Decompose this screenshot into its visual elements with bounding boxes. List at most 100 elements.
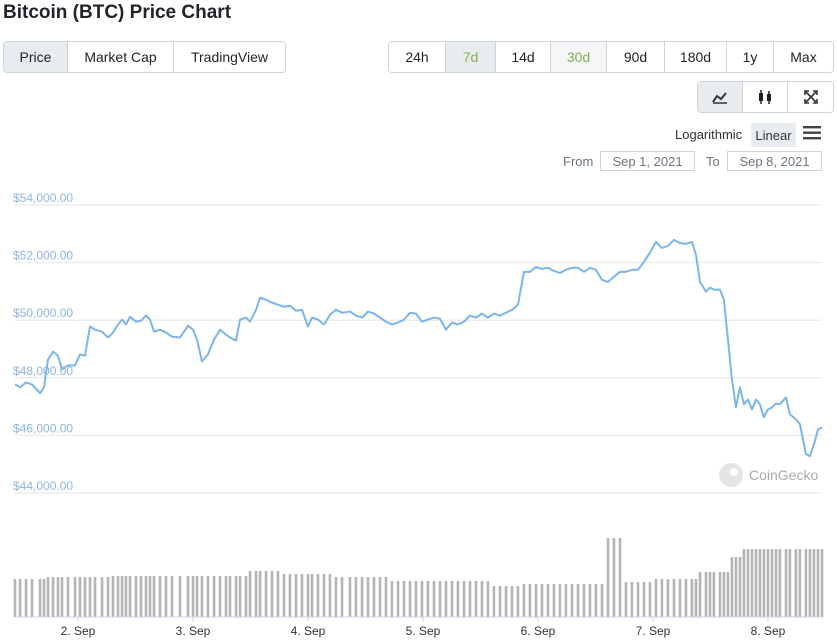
volume-bar xyxy=(124,576,128,617)
volume-bar xyxy=(111,576,115,617)
volume-bar xyxy=(808,549,812,617)
range-button[interactable]: 180d xyxy=(665,42,727,72)
volume-bar xyxy=(178,576,182,617)
volume-bar xyxy=(528,584,532,617)
volume-bar xyxy=(712,572,716,617)
volume-bar xyxy=(164,576,168,617)
x-tick-label: 8. Sep xyxy=(751,624,786,638)
volume-bar xyxy=(798,549,802,617)
tab[interactable]: TradingView xyxy=(174,42,285,72)
y-tick-label: $52,000.00 xyxy=(13,249,73,263)
volume-bar xyxy=(666,579,670,617)
x-tick-label: 3. Sep xyxy=(176,624,211,638)
volume-bar xyxy=(170,576,174,617)
volume-bar xyxy=(522,584,526,617)
volume-bar xyxy=(534,584,538,617)
volume-bar xyxy=(366,577,370,617)
volume-bar xyxy=(139,576,143,617)
chart-style-group xyxy=(697,81,834,113)
tab[interactable]: Market Cap xyxy=(68,42,174,72)
volume-bar xyxy=(444,581,448,617)
y-tick-label: $54,000.00 xyxy=(13,191,73,205)
volume-bar xyxy=(56,577,60,617)
x-tick-label: 2. Sep xyxy=(61,624,96,638)
line-icon xyxy=(712,92,727,104)
range-button[interactable]: 30d xyxy=(551,42,607,72)
volume-bar xyxy=(754,549,758,617)
volume-bar xyxy=(722,572,726,617)
candle-icon xyxy=(759,90,771,104)
volume-bar xyxy=(38,579,42,617)
volume-bar xyxy=(694,579,698,617)
volume-bar xyxy=(684,579,688,617)
volume-bar xyxy=(224,576,228,617)
scale-option[interactable]: Logarithmic xyxy=(675,127,743,142)
volume-bar xyxy=(552,584,556,617)
tab[interactable]: Price xyxy=(4,42,68,72)
volume-bar xyxy=(698,572,702,617)
volume-bar xyxy=(212,576,216,617)
volume-bar xyxy=(734,557,738,617)
volume-bar xyxy=(816,549,820,617)
candle-chart-button[interactable] xyxy=(743,82,788,112)
volume-bar xyxy=(73,577,77,617)
volume-bar xyxy=(270,571,274,617)
volume-bar xyxy=(690,579,694,617)
volume-bar xyxy=(78,577,82,617)
line-chart-button[interactable] xyxy=(698,82,743,112)
range-button[interactable]: 90d xyxy=(607,42,665,72)
volume-bar xyxy=(510,586,514,617)
volume-bar xyxy=(66,577,70,617)
range-button[interactable]: 14d xyxy=(496,42,551,72)
volume-bar xyxy=(600,584,604,617)
volume-bar xyxy=(218,576,222,617)
volume-bar xyxy=(742,549,746,617)
volume-bar xyxy=(402,581,406,617)
to-date-input[interactable]: Sep 8, 2021 xyxy=(727,151,822,171)
menu-icon[interactable] xyxy=(803,126,821,140)
volume-bar xyxy=(630,582,634,617)
volume-bar xyxy=(258,571,262,617)
expand-icon xyxy=(803,90,818,104)
volume-bar xyxy=(486,581,490,617)
range-button[interactable]: 1y xyxy=(727,42,774,72)
volume-bar xyxy=(378,577,382,617)
volume-bar xyxy=(30,579,34,617)
volume-bar xyxy=(746,549,750,617)
watermark: CoinGecko xyxy=(719,463,818,487)
volume-bar xyxy=(660,579,664,617)
volume-bar xyxy=(570,584,574,617)
volume-bar xyxy=(820,549,824,617)
volume-bar xyxy=(612,538,616,617)
volume-bar xyxy=(726,572,730,617)
volume-bar xyxy=(390,581,394,617)
volume-bar xyxy=(588,584,592,617)
volume-bar xyxy=(100,577,104,617)
volume-bar xyxy=(678,579,682,617)
x-tick-label: 5. Sep xyxy=(406,624,441,638)
volume-bar xyxy=(264,571,268,617)
range-button[interactable]: 7d xyxy=(446,42,496,72)
range-button[interactable]: 24h xyxy=(389,42,446,72)
fullscreen-button[interactable] xyxy=(788,82,833,112)
volume-bar xyxy=(654,579,658,617)
volume-bar xyxy=(300,574,304,617)
volume-bar xyxy=(206,576,210,617)
volume-bar xyxy=(116,576,120,617)
volume-bar xyxy=(468,581,472,617)
volume-bar xyxy=(708,572,712,617)
scale-option[interactable]: Linear xyxy=(751,123,796,147)
volume-bar xyxy=(106,577,110,617)
volume-bar xyxy=(328,574,332,617)
from-date-input[interactable]: Sep 1, 2021 xyxy=(600,151,695,171)
volume-bar xyxy=(438,581,442,617)
volume-bar xyxy=(804,549,808,617)
y-tick-label: $50,000.00 xyxy=(13,306,73,320)
volume-bar xyxy=(83,577,87,617)
volume-bar xyxy=(360,577,364,617)
volume-bar xyxy=(120,576,124,617)
range-button[interactable]: Max xyxy=(774,42,833,72)
price-line xyxy=(14,238,823,458)
